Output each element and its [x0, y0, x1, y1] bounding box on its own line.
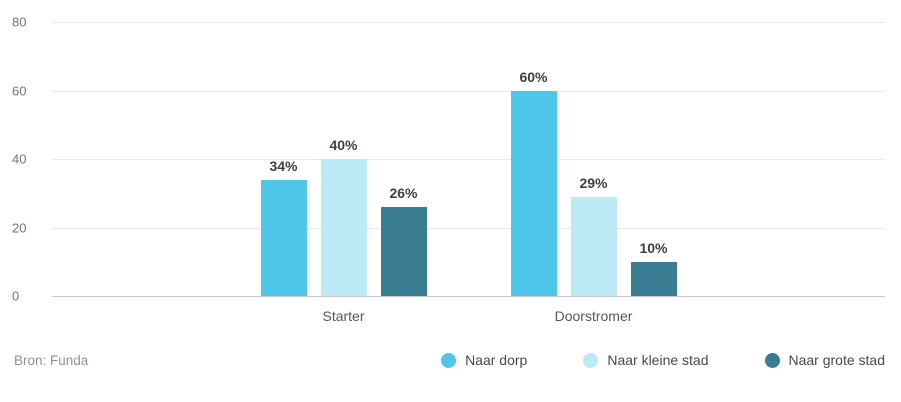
y-tick-label: 60 [12, 83, 27, 98]
category-group-starter: 34% 40% 26% Starter [260, 22, 427, 324]
gridline [52, 90, 885, 92]
bar-naar-grote-stad [630, 261, 677, 296]
bar-cell: 60% [510, 22, 557, 296]
bar-naar-grote-stad [380, 206, 427, 296]
plot-area: 0 20 40 60 80 34% 40% 26% Starter 60% 29% 10% Doors… [12, 15, 885, 324]
chart-footer: Bron: Funda Naar dorp Naar kleine stad Naa… [14, 352, 885, 368]
bar-value-label: 60% [519, 68, 548, 85]
category-label-doorstromer: Doorstromer [554, 308, 633, 324]
plot-wrap: 0 20 40 60 80 34% 40% 26% Starter 60% 29% 10% Doors… [12, 15, 885, 324]
legend-item-naar-kleine-stad[interactable]: Naar kleine stad [583, 352, 709, 368]
source-label: Bron: Funda [14, 352, 89, 368]
y-tick-label: 0 [12, 288, 20, 304]
legend-label: Naar grote stad [788, 352, 886, 368]
category-group-doorstromer: 60% 29% 10% Doorstromer [510, 22, 677, 324]
legend-item-naar-grote-stad[interactable]: Naar grote stad [764, 352, 886, 368]
legend: Naar dorp Naar kleine stad Naar grote stad [441, 352, 885, 368]
bar-value-label: 34% [269, 157, 298, 174]
y-tick-label: 40 [12, 151, 27, 167]
gridline [52, 227, 885, 229]
bar-groups: 34% 40% 26% Starter 60% 29% 10% Doorstromer [52, 22, 885, 324]
bar-cell: 26% [380, 22, 427, 296]
bar-naar-dorp [260, 179, 307, 296]
bar-value-label: 29% [579, 174, 608, 191]
legend-label: Naar kleine stad [607, 352, 709, 368]
legend-dot-icon [441, 352, 457, 368]
bar-naar-dorp [510, 90, 557, 296]
bar-value-label: 40% [329, 137, 358, 153]
legend-item-naar-dorp[interactable]: Naar dorp [441, 352, 527, 368]
legend-label: Naar dorp [465, 352, 528, 368]
bar-naar-kleine-stad [570, 196, 617, 296]
bar-cell: 29% [570, 22, 617, 296]
legend-dot-icon [764, 352, 780, 368]
category-label-starter: Starter [322, 308, 365, 324]
bars: 34% 40% 26% [260, 22, 427, 296]
bar-value-label: 10% [639, 239, 668, 256]
x-axis-line [52, 296, 885, 297]
y-tick-label: 20 [12, 220, 27, 235]
gridline [52, 159, 885, 160]
bars: 60% 29% 10% [510, 22, 677, 296]
bar-cell: 10% [630, 22, 677, 296]
bar-naar-kleine-stad [320, 159, 367, 296]
gridline [52, 22, 885, 23]
legend-dot-icon [583, 352, 599, 368]
bar-value-label: 26% [389, 184, 418, 201]
bar-cell: 34% [260, 22, 307, 296]
bar-cell: 40% [320, 22, 367, 296]
y-tick-label: 80 [12, 14, 27, 30]
